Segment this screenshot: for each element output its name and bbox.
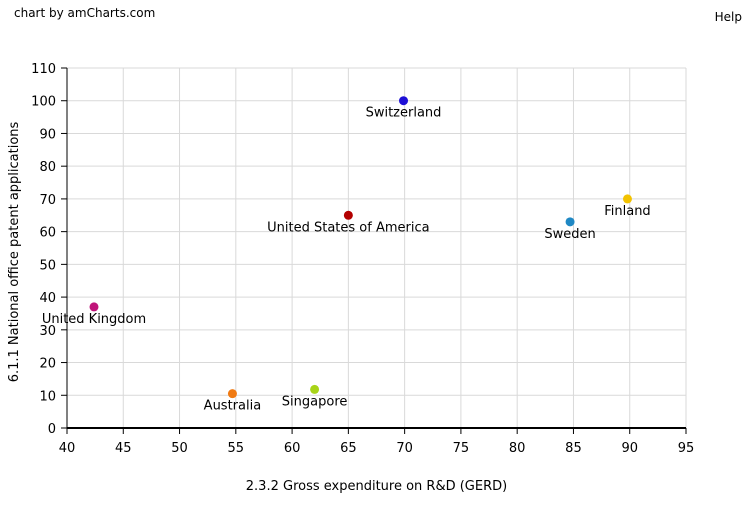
data-point: [343, 210, 353, 220]
x-tick-label: 55: [228, 441, 245, 456]
x-tick-label: 90: [621, 441, 638, 456]
data-point: [565, 217, 575, 227]
data-point: [622, 194, 632, 204]
data-point-label: United States of America: [267, 220, 429, 235]
y-tick-label: 80: [39, 160, 56, 175]
y-tick-label: 0: [48, 422, 56, 437]
x-tick-label: 70: [396, 441, 413, 456]
data-point-label: United Kingdom: [42, 312, 146, 327]
y-axis-title: 6.1.1 National office patent application…: [7, 121, 22, 382]
y-tick-label: 60: [39, 226, 56, 241]
help-link[interactable]: Help: [714, 10, 742, 24]
x-tick-label: 65: [340, 441, 357, 456]
x-tick-label: 60: [284, 441, 301, 456]
data-point-label: Sweden: [544, 227, 595, 242]
data-point-label: Switzerland: [366, 106, 442, 121]
x-tick-label: 45: [115, 441, 132, 456]
y-tick-label: 90: [39, 127, 56, 142]
data-point: [227, 389, 237, 399]
data-point-label: Australia: [204, 399, 262, 414]
x-axis-title: 2.3.2 Gross expenditure on R&D (GERD): [246, 479, 507, 494]
data-point-label: Singapore: [282, 394, 348, 409]
data-point: [89, 302, 99, 312]
x-tick-label: 50: [171, 441, 188, 456]
x-tick-label: 85: [565, 441, 582, 456]
x-tick-label: 40: [59, 441, 76, 456]
y-tick-label: 70: [39, 193, 56, 208]
x-tick-label: 80: [509, 441, 526, 456]
y-tick-label: 20: [39, 357, 56, 372]
data-point-label: Finland: [604, 204, 650, 219]
y-tick-label: 10: [39, 389, 56, 404]
y-tick-label: 100: [31, 95, 56, 110]
y-tick-label: 110: [31, 62, 56, 77]
chart-credit[interactable]: chart by amCharts.com: [14, 6, 156, 20]
y-tick-label: 30: [39, 324, 56, 339]
x-tick-label: 95: [678, 441, 695, 456]
data-point: [310, 384, 320, 394]
y-tick-label: 40: [39, 291, 56, 306]
x-tick-label: 75: [453, 441, 470, 456]
data-point: [399, 96, 409, 106]
y-tick-label: 50: [39, 258, 56, 273]
